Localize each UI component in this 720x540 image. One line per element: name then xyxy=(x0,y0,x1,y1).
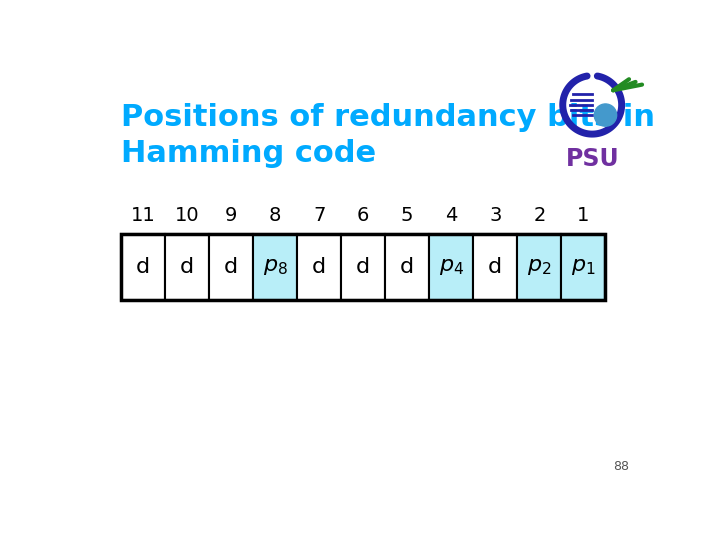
Text: d: d xyxy=(488,257,503,277)
Bar xyxy=(253,234,297,300)
Bar xyxy=(517,234,562,300)
Text: 6: 6 xyxy=(357,206,369,225)
Text: 10: 10 xyxy=(175,206,199,225)
Text: 3: 3 xyxy=(489,206,501,225)
Bar xyxy=(297,234,341,300)
Bar xyxy=(165,234,209,300)
Text: d: d xyxy=(356,257,370,277)
Text: 88: 88 xyxy=(613,460,629,473)
Bar xyxy=(121,234,606,300)
Text: d: d xyxy=(224,257,238,277)
Bar xyxy=(429,234,473,300)
Text: Positions of redundancy bits in
Hamming code: Positions of redundancy bits in Hamming … xyxy=(121,103,655,168)
Bar xyxy=(562,234,606,300)
Text: $p_{1}$: $p_{1}$ xyxy=(571,257,595,277)
Text: 4: 4 xyxy=(445,206,457,225)
Text: 9: 9 xyxy=(225,206,238,225)
Text: PSU: PSU xyxy=(565,147,619,171)
Bar xyxy=(473,234,517,300)
Text: $p_{2}$: $p_{2}$ xyxy=(527,257,552,277)
Bar xyxy=(385,234,429,300)
Bar xyxy=(209,234,253,300)
Bar xyxy=(341,234,385,300)
Text: d: d xyxy=(136,257,150,277)
Text: d: d xyxy=(312,257,326,277)
Text: 1: 1 xyxy=(577,206,590,225)
Text: 8: 8 xyxy=(269,206,282,225)
Text: 7: 7 xyxy=(313,206,325,225)
Text: 11: 11 xyxy=(130,206,156,225)
Bar xyxy=(121,234,165,300)
Text: d: d xyxy=(180,257,194,277)
Text: 2: 2 xyxy=(533,206,546,225)
Circle shape xyxy=(594,104,616,126)
Text: $p_{8}$: $p_{8}$ xyxy=(263,257,287,277)
Text: 5: 5 xyxy=(401,206,413,225)
Text: d: d xyxy=(400,257,414,277)
Text: $p_{4}$: $p_{4}$ xyxy=(438,257,464,277)
